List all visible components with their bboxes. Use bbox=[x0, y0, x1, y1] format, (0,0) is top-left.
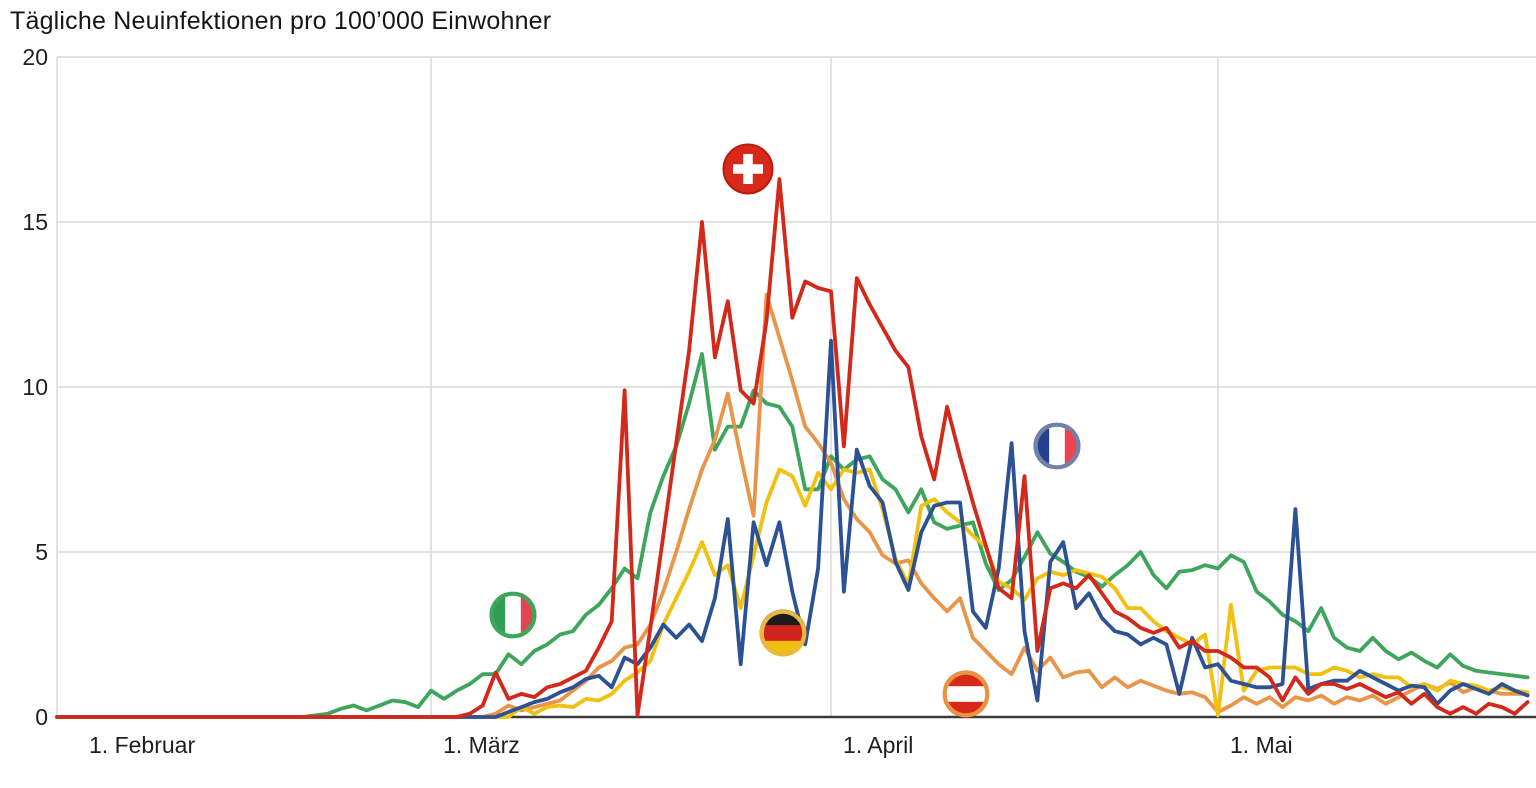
y-tick-label: 15 bbox=[22, 209, 48, 235]
x-tick-label: 1. Februar bbox=[89, 732, 195, 758]
series-line-fr bbox=[55, 338, 1530, 719]
y-tick-label: 0 bbox=[35, 704, 48, 730]
chart-title: Tägliche Neuinfektionen pro 100’000 Einw… bbox=[10, 7, 552, 35]
x-tick-label: 1. April bbox=[843, 732, 913, 758]
x-tick-label: 1. Mai bbox=[1230, 732, 1293, 758]
series-line-ch bbox=[55, 177, 1530, 719]
x-tick-label: 1. März bbox=[443, 732, 520, 758]
germany-flag-icon bbox=[759, 609, 807, 657]
austria-flag-icon bbox=[942, 670, 990, 718]
switzerland-flag-icon bbox=[722, 143, 774, 195]
italy-flag-icon bbox=[489, 591, 537, 639]
y-tick-label: 20 bbox=[22, 44, 48, 70]
y-tick-label: 10 bbox=[22, 374, 48, 400]
france-flag-icon bbox=[1033, 422, 1081, 470]
y-tick-label: 5 bbox=[35, 539, 48, 565]
